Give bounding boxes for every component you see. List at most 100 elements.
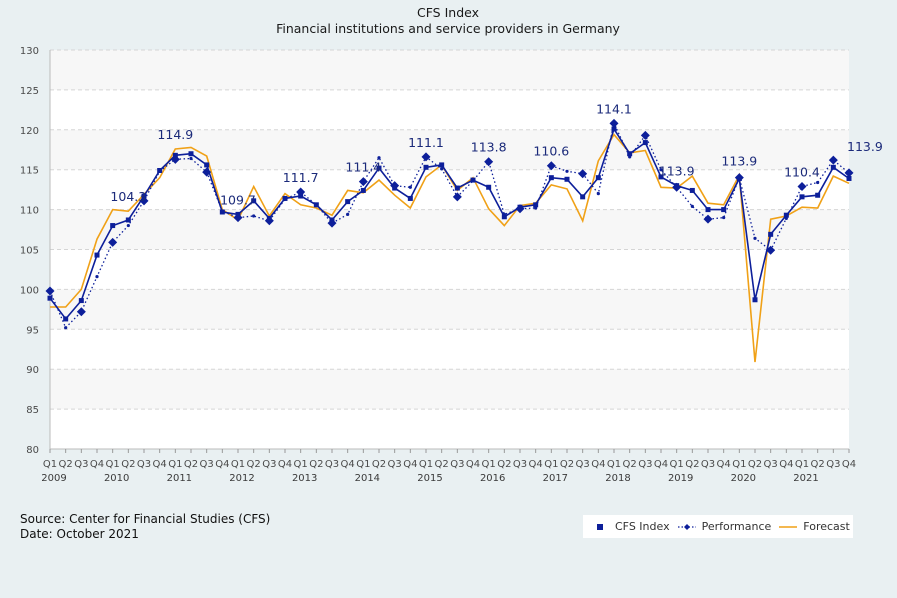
cfs-index-point [783, 212, 789, 218]
data-label: 111.7 [283, 170, 319, 185]
data-label: 114.1 [596, 101, 632, 116]
quarter-label: Q3 [200, 459, 214, 470]
cfs-index-point [768, 231, 774, 237]
performance-point [189, 156, 193, 161]
cfs-index-point [423, 164, 429, 170]
year-label: 2020 [731, 473, 756, 484]
data-label: 113.9 [847, 139, 883, 154]
quarter-label: Q4 [529, 459, 543, 470]
data-label: 111.1 [408, 135, 444, 150]
quarter-label: Q4 [654, 459, 668, 470]
performance-point [95, 275, 99, 279]
quarter-label: Q3 [576, 459, 590, 470]
quarter-label: Q4 [591, 459, 605, 470]
performance-point [734, 173, 744, 183]
cfs-index-point [204, 162, 210, 168]
legend-label-forecast: Forecast [803, 520, 850, 533]
quarter-label: Q3 [137, 459, 151, 470]
y-axis-ticks: 80 85 90 95 100 105 110 115 120 125 130 [20, 46, 39, 456]
performance-point [816, 180, 820, 185]
quarter-label: Q1 [43, 459, 57, 470]
year-label: 2017 [543, 473, 568, 484]
quarter-label: Q3 [764, 459, 778, 470]
grid-lines [49, 49, 849, 450]
cfs-index-point [533, 202, 539, 208]
cfs-index-point [705, 207, 711, 213]
square-marker-icon [591, 521, 609, 533]
grid-band [50, 369, 849, 410]
dotted-line-icon [677, 521, 696, 533]
performance-point [377, 156, 381, 160]
performance-point [421, 152, 431, 162]
quarter-label: Q3 [513, 459, 527, 470]
performance-point [722, 215, 726, 220]
performance-point [609, 118, 619, 128]
quarter-label: Q4 [341, 459, 355, 470]
performance-point [471, 179, 475, 183]
legend-item-cfs-index: CFS Index [591, 520, 670, 533]
data-label: 113.9 [721, 153, 757, 168]
year-label: 2016 [480, 473, 505, 484]
cfs-index-point [564, 176, 570, 182]
quarter-label: Q2 [685, 459, 699, 470]
quarter-label: Q2 [435, 459, 449, 470]
performance-point [703, 214, 713, 224]
performance-point [640, 130, 650, 140]
y-tick-label: 95 [26, 325, 39, 336]
performance-point [828, 155, 838, 165]
quarter-label: Q2 [247, 459, 261, 470]
year-label: 2012 [229, 473, 254, 484]
cfs-index-point [658, 174, 664, 180]
cfs-index-point [611, 126, 617, 132]
quarter-label: Q4 [779, 459, 793, 470]
year-label: 2018 [605, 473, 630, 484]
data-labels: 104.3 114.9 109.7 111.7 111.4 111.1 113.8 110.6… [110, 101, 882, 207]
quarter-label: Q2 [372, 459, 386, 470]
grid-band [50, 129, 849, 170]
cfs-index-point [580, 194, 586, 200]
year-label: 2011 [167, 473, 192, 484]
performance-point [233, 213, 243, 223]
quarter-label: Q2 [560, 459, 574, 470]
quarter-label: Q3 [325, 459, 339, 470]
performance-point [452, 192, 462, 202]
cfs-index-point [830, 164, 836, 170]
legend-label-performance: Performance [701, 520, 772, 533]
performance-point [202, 167, 212, 177]
y-tick-label: 105 [20, 246, 39, 257]
year-label: 2019 [668, 473, 693, 484]
cfs-index-point [501, 214, 507, 220]
quarter-label: Q2 [497, 459, 511, 470]
quarter-label: Q4 [403, 459, 417, 470]
cfs-index-point [439, 162, 445, 168]
performance-point [327, 218, 337, 228]
legend-item-forecast: Forecast [779, 520, 850, 533]
performance-point [314, 203, 318, 207]
performance-point [283, 197, 287, 201]
cfs-index-point [188, 151, 194, 157]
quarter-label: Q1 [106, 459, 120, 470]
performance-point [252, 214, 256, 218]
performance-point [346, 212, 350, 216]
cfs-index-point [47, 295, 53, 301]
quarter-label: Q2 [59, 459, 73, 470]
grid-band [50, 209, 849, 250]
cfs-index-point [125, 217, 131, 223]
quarter-label: Q3 [826, 459, 840, 470]
cfs-index-point [376, 165, 382, 171]
quarter-label: Q2 [623, 459, 637, 470]
cfs-index-point [815, 192, 821, 198]
cfs-index-point [63, 316, 69, 322]
cfs-index-point [251, 198, 257, 204]
y-tick-label: 100 [20, 285, 39, 296]
quarter-label: Q1 [544, 459, 558, 470]
y-tick-label: 90 [26, 365, 39, 376]
series-line-performance [49, 121, 850, 329]
cfs-index-point [454, 185, 460, 191]
performance-point [408, 185, 412, 189]
year-label: 2014 [355, 473, 380, 484]
data-label: 110.4 [784, 164, 820, 179]
data-label: 114.9 [157, 127, 193, 142]
quarter-label: Q1 [482, 459, 496, 470]
cfs-index-point [595, 175, 601, 181]
